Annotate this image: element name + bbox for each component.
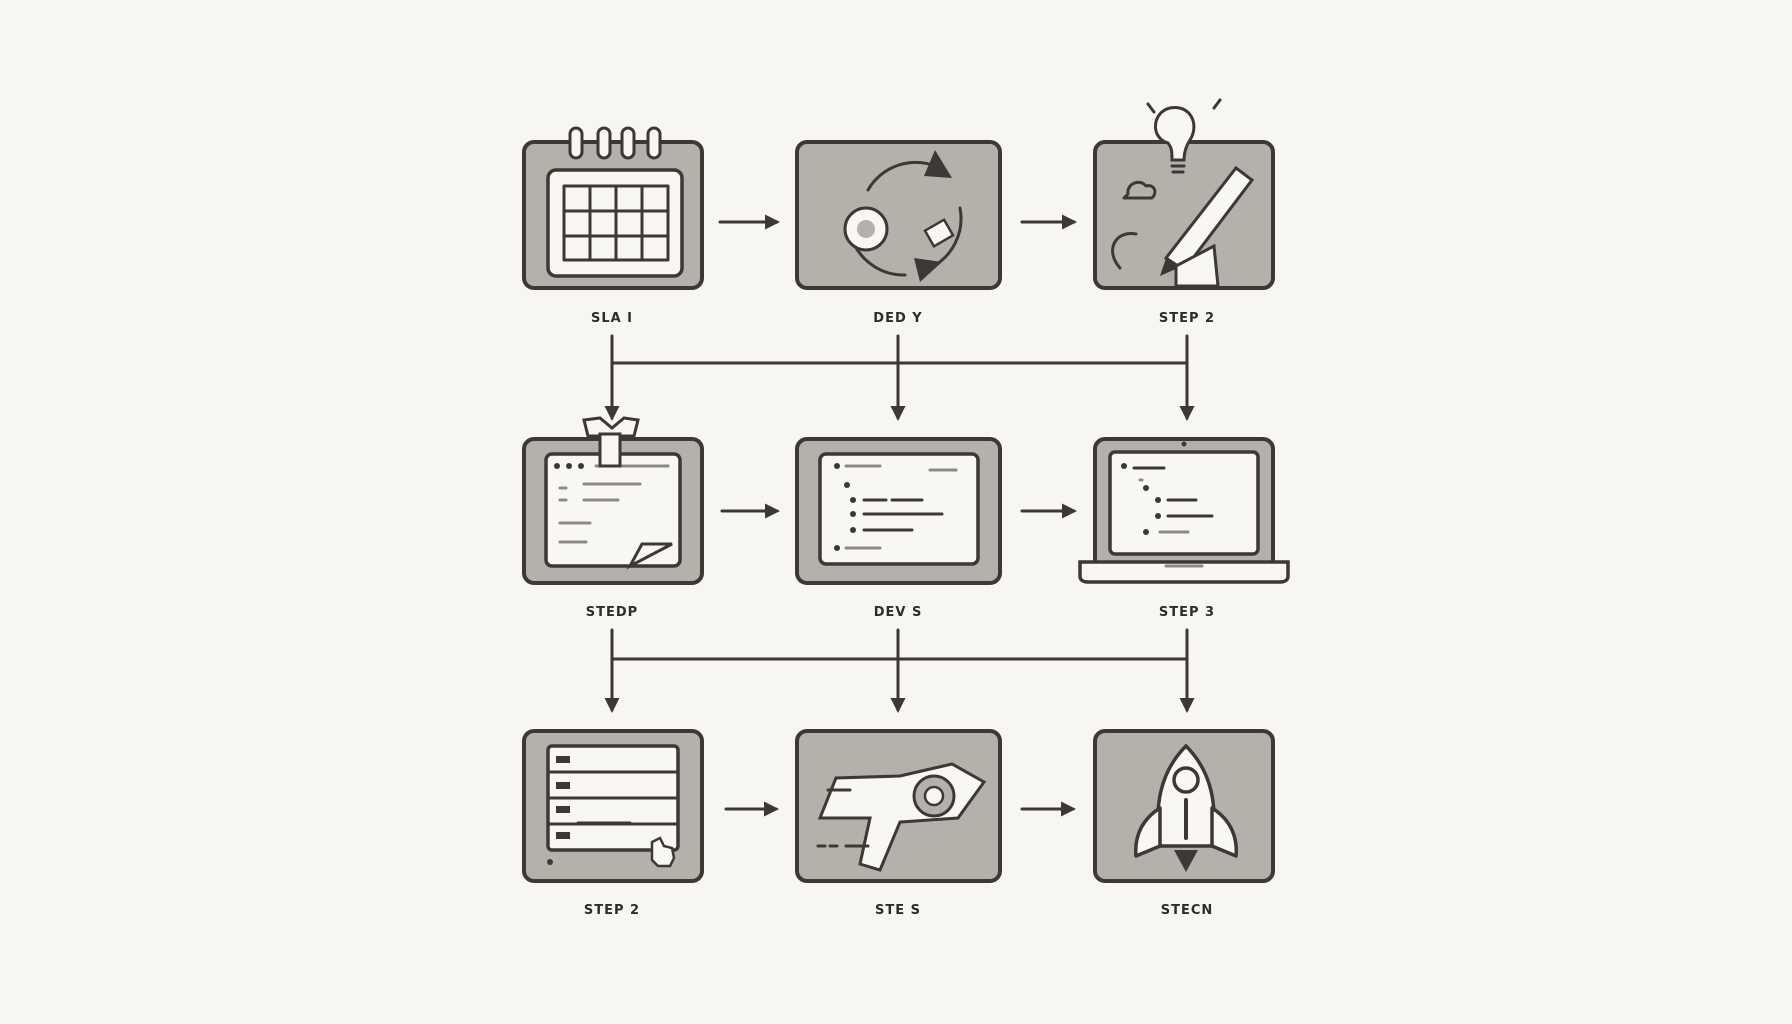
step-6-node: STEP 3: [1078, 437, 1290, 620]
step-6-label: STEP 3: [1159, 605, 1215, 620]
rocket-icon: [1134, 743, 1238, 872]
laptop-code-icon: [1078, 441, 1290, 584]
step-7-node: STEP 2: [522, 729, 704, 918]
code-editor-note-icon: [544, 416, 682, 570]
step-1-label: SLA I: [591, 311, 633, 326]
step-3-label: STEP 2: [1159, 311, 1215, 326]
step-3-node: STEP 2: [1093, 98, 1275, 326]
step-9-node: STECN: [1093, 729, 1275, 918]
connectors: [604, 214, 1195, 817]
step-1-node: SLA I: [522, 126, 704, 326]
lightbulb-pen-icon: [1111, 98, 1255, 288]
step-5-node: DEV S: [795, 437, 1002, 620]
calendar-icon: [546, 126, 684, 278]
step-9-label: STECN: [1161, 903, 1214, 918]
step-4-node: STEDP: [522, 416, 704, 620]
step-8-node: STE S: [795, 729, 1002, 918]
step-7-label: STEP 2: [584, 903, 640, 918]
step-8-label: STE S: [875, 903, 921, 918]
step-2-label: DED Y: [873, 311, 922, 326]
step-4-label: STEDP: [586, 605, 638, 620]
step-5-label: DEV S: [874, 605, 923, 620]
code-editor-icon: [818, 452, 980, 566]
list-form-icon: [546, 744, 680, 868]
tag-shield-icon: [816, 762, 987, 872]
cycle-arrows-icon: [843, 150, 963, 282]
step-2-node: DED Y: [795, 140, 1002, 326]
